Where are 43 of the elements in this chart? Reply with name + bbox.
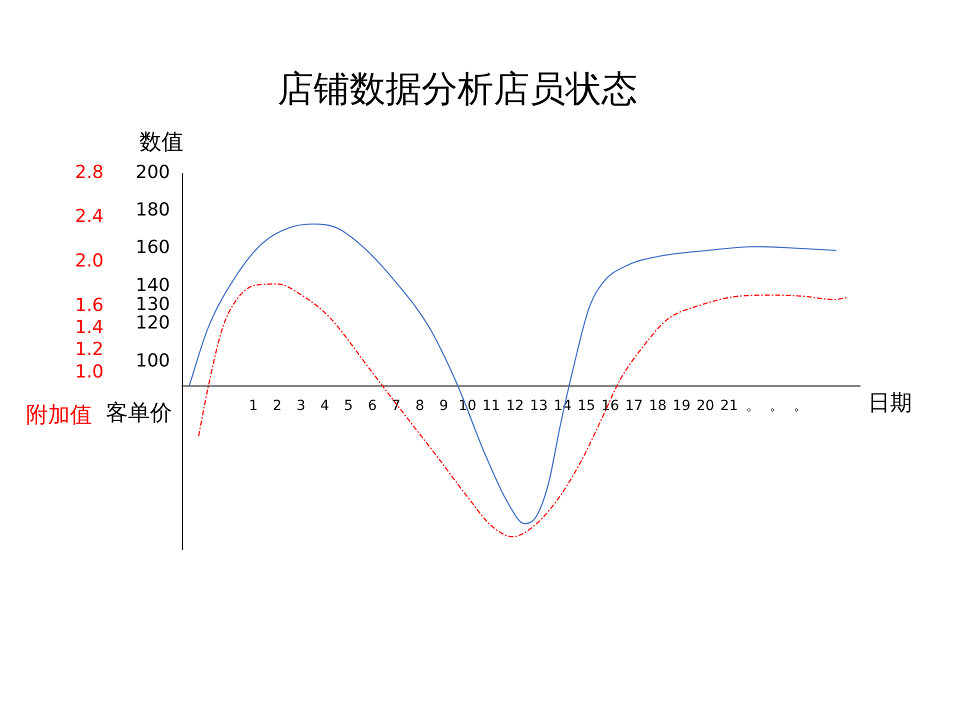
y2-tick-label: 2.0 xyxy=(74,250,104,272)
y-axis-title: 客单价 xyxy=(106,400,172,426)
x-tick-label: 19 xyxy=(672,398,690,414)
y2-tick-label: 1.0 xyxy=(74,361,104,382)
x-tick-label: 。 xyxy=(770,398,784,414)
x-tick-label: 7 xyxy=(392,398,401,414)
x-tick-label: 5 xyxy=(344,398,353,414)
y-tick-label: 200 xyxy=(136,162,170,183)
x-tick-label: 1 xyxy=(248,398,258,414)
text: 数值 xyxy=(140,130,184,155)
x-tick-label: 15 xyxy=(578,398,596,414)
x-tick-label: 11 xyxy=(482,398,500,414)
x-tick-label: 18 xyxy=(648,398,667,414)
x-tick-label: 17 xyxy=(625,398,643,414)
x-tick-label: 2 xyxy=(272,398,282,414)
chart-title: 店铺数据分析店员状态 xyxy=(278,68,638,110)
y-tick-label: 140 xyxy=(136,274,170,296)
line-series xyxy=(198,283,849,538)
y-tick-label: 130 xyxy=(136,294,170,315)
x-tick-label: 9 xyxy=(439,398,448,414)
x-tick-label: 20 xyxy=(696,398,714,414)
y-tick-label: 180 xyxy=(136,200,170,221)
x-tick-label: 13 xyxy=(530,398,548,414)
x-tick-label: 8 xyxy=(415,398,424,414)
x-tick-label: 。 xyxy=(794,398,808,414)
y2-tick-label: 2.8 xyxy=(74,162,104,183)
y-tick-label: 100 xyxy=(136,350,170,372)
line-series xyxy=(188,223,837,524)
y2-tick-label: 1.4 xyxy=(74,317,104,338)
x-tick-label: 。 xyxy=(746,398,760,414)
x-tick-label: 12 xyxy=(506,398,524,414)
x-tick-label: 4 xyxy=(320,398,330,414)
y2-tick-label: 2.4 xyxy=(74,206,104,228)
x-tick-label: 16 xyxy=(601,398,620,414)
x-axis-title: 日期 xyxy=(868,390,912,416)
x-tick-label: 21 xyxy=(720,398,738,414)
y2-axis-title: 附加值 xyxy=(26,402,92,428)
x-tick-label: 6 xyxy=(368,398,377,414)
y-tick-label: 120 xyxy=(136,312,170,334)
x-tick-label: 3 xyxy=(296,398,306,414)
y2-tick-label: 1.2 xyxy=(74,339,104,360)
y-tick-label: 160 xyxy=(136,237,170,258)
y2-tick-label: 1.6 xyxy=(74,294,104,316)
